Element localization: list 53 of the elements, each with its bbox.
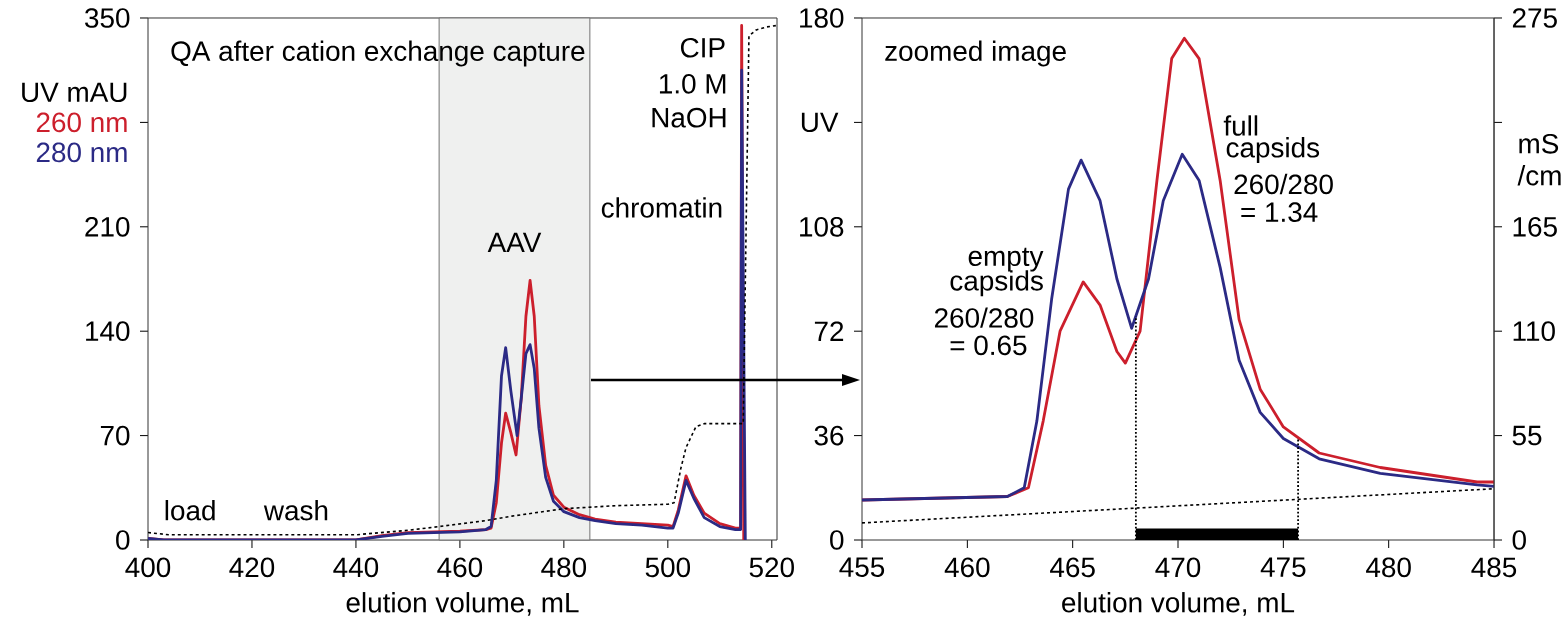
annotation: 260/280 [1234,173,1333,195]
annotation: empty [968,247,1044,272]
annotation: full [1223,115,1258,136]
y-tick-label: 36 [814,425,844,446]
annotation: wash [263,500,328,521]
annotation: 1.0 M [659,73,726,94]
y-tick-label: 140 [86,321,130,342]
y-tick-label: 210 [85,216,130,237]
y-tick-label: 108 [800,216,844,237]
annotation: load [165,500,215,521]
annotation: NaOH [652,107,726,128]
y2-tick-label: 110 [1513,321,1555,342]
x-tick-label: 465 [1050,557,1095,578]
x-tick-label: 460 [437,557,483,578]
band-label: AAV [487,232,542,253]
annotation: capsids [950,270,1043,297]
x-tick-label: 480 [541,557,587,578]
text: zoomed image [885,40,1066,67]
annotation: chromatin [601,197,722,218]
y2-tick-label: 165 [1513,216,1557,237]
annotation: CIP [680,37,725,58]
x-tick-label: 470 [1155,557,1201,578]
x-axis-title: elution volume, mL [346,592,579,616]
y-tick-label: 350 [85,8,130,28]
x-tick-label: 455 [839,557,885,577]
y-axis-title: UV [801,112,839,133]
x-tick-label: 500 [645,557,691,578]
y-tick-label: 72 [814,321,844,341]
y-tick-label: 70 [100,425,130,446]
x-tick-label: 420 [229,557,275,578]
x-tick-label: 440 [333,557,379,578]
annotation: capsids [1226,137,1320,164]
y2-tick-label: 275 [1512,8,1557,28]
y-tick-label: 0 [830,530,844,550]
x-tick-label: 485 [1471,557,1517,578]
x-tick-label: 475 [1260,557,1306,577]
y-tick-label: 180 [800,8,844,28]
y-axis-title: UV mAU [22,82,127,103]
y2-axis-title: mS /cm [1517,133,1561,186]
text: 280 nm [36,142,127,163]
text: 260 nm [36,112,127,133]
y2-tick-label: 55 [1512,425,1542,446]
x-tick-label: 520 [749,557,794,578]
x-axis-title: elution volume, mL [1062,592,1295,616]
x-tick-label: 400 [125,557,171,578]
annotation: = 1.34 [1241,202,1318,223]
y2-tick-label: 0 [1512,530,1526,550]
x-tick-label: 480 [1366,557,1411,578]
x-tick-label: 460 [944,557,990,578]
annotation: = 0.65 [950,335,1027,356]
text: QA after cation exchange capture [171,40,585,67]
y-tick-label: 0 [116,530,130,550]
annotation: 260/280 [934,307,1034,328]
